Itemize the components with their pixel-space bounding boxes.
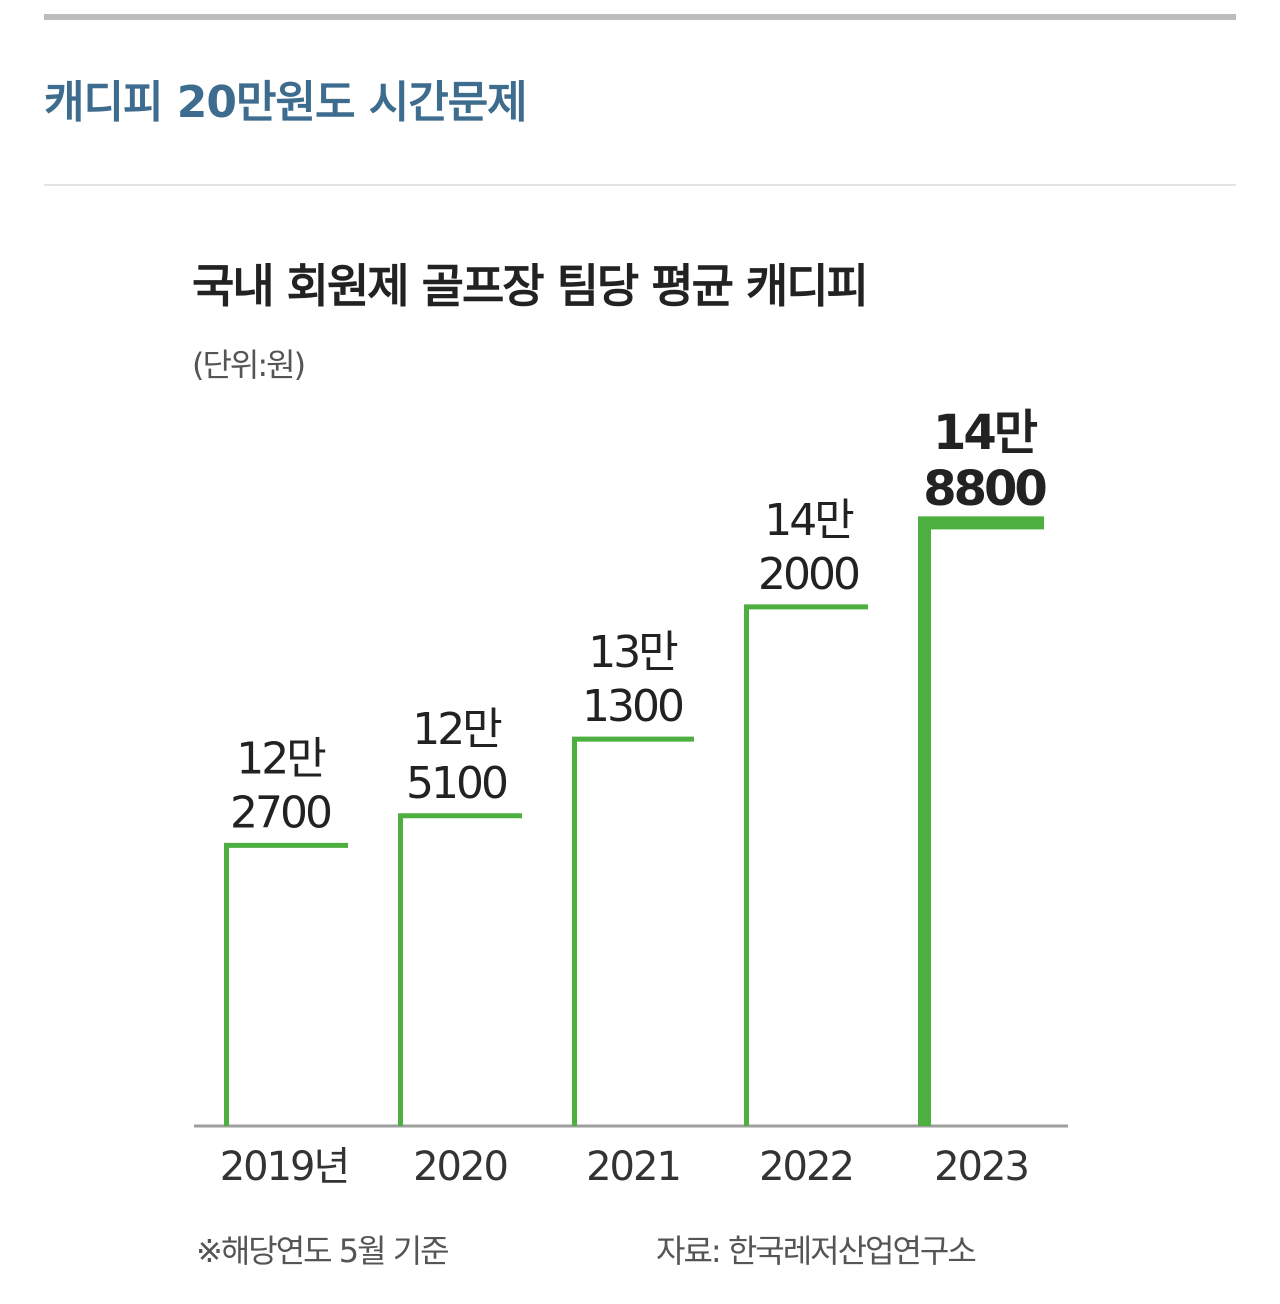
- value-label-2020-line2: 5100: [406, 758, 507, 809]
- value-label-2022-line1: 14만: [764, 495, 853, 546]
- bar-2019년: [224, 842, 348, 1126]
- bar-2023: [918, 516, 1044, 1126]
- chart-title: 국내 회원제 골프장 팀당 평균 캐디피: [192, 259, 869, 313]
- value-label-2023-line2: 8800: [923, 461, 1046, 517]
- value-label-2022-line2: 2000: [758, 549, 859, 600]
- article-headline: 캐디피 20만원도 시간문제: [44, 77, 528, 128]
- chart-source: 자료: 한국레저산업연구소: [656, 1232, 977, 1270]
- bar-2020: [398, 813, 522, 1126]
- x-tick-label-2019년: 2019년: [220, 1144, 349, 1190]
- value-label-2020-line1: 12만: [412, 704, 501, 755]
- value-label-2021-line2: 1300: [582, 681, 683, 732]
- section-divider: [44, 184, 1236, 186]
- x-tick-label-2023: 2023: [934, 1144, 1028, 1190]
- x-tick-label-2022: 2022: [759, 1144, 853, 1190]
- value-label-2019년-line2: 2700: [230, 787, 331, 838]
- x-tick-label-2020: 2020: [413, 1144, 507, 1190]
- bar-2022: [744, 604, 868, 1126]
- x-tick-label-2021: 2021: [586, 1144, 680, 1190]
- chart-footnote: ※해당연도 5월 기준: [196, 1232, 450, 1270]
- bar-2021: [572, 736, 694, 1126]
- value-label-2023-line1: 14만: [933, 405, 1038, 461]
- chart-unit-label: (단위:원): [192, 346, 306, 384]
- top-divider: [44, 14, 1236, 20]
- value-label-2021-line1: 13만: [588, 627, 677, 678]
- value-label-2019년-line1: 12만: [236, 733, 325, 784]
